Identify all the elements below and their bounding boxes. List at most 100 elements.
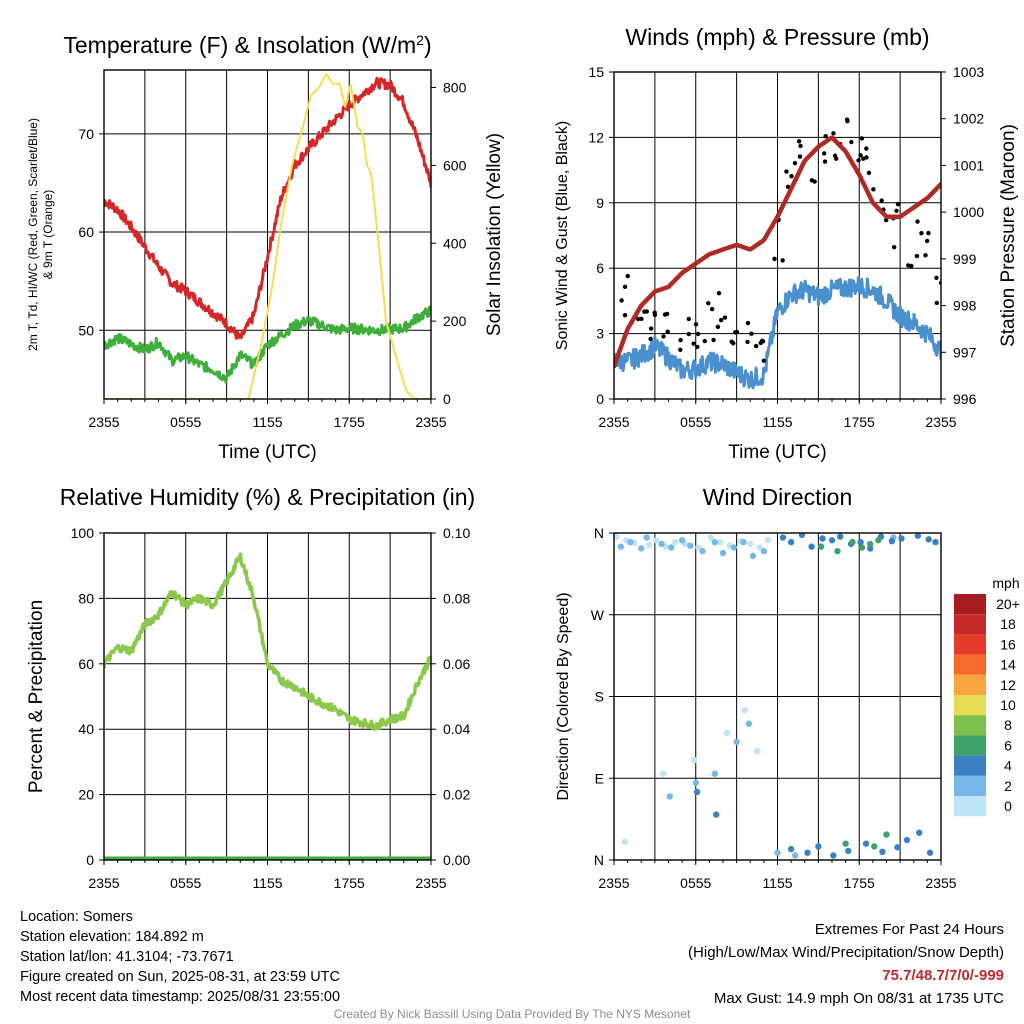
wind-gust-point: [792, 161, 798, 166]
wind-direction-point: [858, 544, 866, 551]
x-tick-label: 2355: [415, 414, 446, 430]
y2-tick-label: 1000: [953, 204, 984, 220]
station-location: Location: Somers: [20, 909, 133, 925]
series-line: [104, 73, 431, 399]
wind-gust-point: [849, 139, 854, 145]
y2-tick-label: 0.00: [443, 852, 470, 868]
wind-gust-point: [879, 198, 884, 203]
wind-gust-point: [809, 178, 815, 183]
wind-direction-point: [894, 844, 901, 851]
y-tick-label: 3: [596, 326, 604, 342]
x-tick-label: 1755: [844, 875, 875, 891]
wind-direction-point: [787, 845, 795, 853]
legend-swatch: [954, 634, 986, 655]
wind-gust-point: [695, 344, 700, 350]
wind-gust-point: [678, 347, 683, 353]
wind-direction-point: [842, 840, 849, 847]
extremes-heading: Extremes For Past 24 Hours: [814, 921, 1004, 938]
wind-direction-point: [717, 538, 724, 546]
y-tick-label: 12: [588, 129, 604, 145]
legend-swatch: [954, 695, 986, 716]
y2-tick-label: 999: [953, 251, 977, 267]
station-latlon: Station lat/lon: 41.3104; -73.7671: [20, 949, 234, 965]
wind-gust-point: [693, 322, 699, 327]
series-layer: [605, 117, 941, 390]
wind-gust-point: [715, 324, 721, 330]
y-tick-label: E: [595, 770, 604, 786]
wind-gust-point: [686, 316, 691, 322]
x-tick-label: 0555: [680, 414, 711, 430]
wind-gust-point: [664, 311, 670, 317]
grid-lines: [104, 533, 431, 860]
wind-gust-point: [706, 300, 711, 306]
x-axis-label: Time (UTC): [218, 442, 317, 463]
x-tick-label: 2355: [598, 875, 629, 891]
series-layer: [614, 533, 939, 859]
wind-gust-point: [711, 337, 716, 343]
wind-gust-point: [691, 341, 696, 346]
wind-direction-point: [888, 537, 896, 545]
station-elevation: Station elevation: 184.892 m: [20, 929, 204, 945]
extremes-subheading: (High/Low/Max Wind/Precipitation/Snow De…: [688, 944, 1004, 961]
wind-gust-point: [832, 153, 838, 158]
wind-gust-point: [702, 338, 707, 344]
y-tick-label: 0: [86, 852, 94, 868]
wind-direction-point: [764, 537, 772, 544]
y2-tick-label: 0.06: [443, 656, 470, 672]
wind-gust-point: [895, 201, 901, 207]
wind-direction-point: [914, 533, 922, 539]
wind-direction-point: [687, 542, 694, 549]
wind-direction-point: [819, 535, 826, 542]
wind-direction-point: [621, 838, 629, 846]
wind-gust-point: [605, 275, 609, 279]
y-axis-label: 2m T, Td, HI/WC (Red, Green, Scarlet/Blu…: [26, 118, 55, 351]
y-tick-label: N: [594, 525, 604, 541]
legend-label: 4: [1004, 758, 1012, 774]
legend-label: 12: [1000, 677, 1016, 693]
y2-tick-label: 600: [443, 157, 467, 173]
station-info: Location: Somers Station elevation: 184.…: [20, 907, 340, 1007]
wind-gust-point: [934, 275, 939, 281]
wind-direction-point: [828, 537, 836, 544]
chart-panel-4: 2355 0555 1155 1755 2355 N E S W N Wind Direction D…: [555, 484, 957, 891]
wind-direction-point: [672, 538, 679, 546]
wind-gust-point: [772, 256, 777, 262]
legend-label: 14: [1000, 657, 1016, 673]
most-recent-timestamp: Most recent data timestamp: 2025/08/31 2…: [20, 989, 341, 1005]
wind-direction-point: [643, 534, 650, 541]
x-tick-label: 1155: [762, 875, 792, 891]
wind-direction-point: [614, 533, 620, 540]
wind-direction-point: [740, 538, 747, 546]
wind-direction-point: [691, 756, 698, 764]
wind-gust-point: [823, 133, 828, 139]
wind-gust-point: [789, 174, 794, 179]
series-line: [104, 552, 431, 731]
wind-direction-point: [760, 547, 768, 555]
y2-tick-label: 1002: [953, 111, 984, 127]
y-tick-label: 20: [78, 787, 94, 803]
wind-direction-point: [719, 549, 727, 557]
title-part: ): [424, 32, 432, 58]
wind-gust-point: [894, 208, 899, 214]
y2-axis-label: Solar Insolation (Yellow): [484, 133, 505, 336]
x-tick-label: 2355: [88, 414, 119, 430]
legend-label: 16: [1000, 636, 1016, 652]
extremes-panel: Extremes For Past 24 Hours (High/Low/Max…: [688, 918, 1004, 1010]
wind-direction-point: [879, 848, 886, 856]
wind-direction-point: [866, 545, 874, 552]
wind-gust-point: [625, 273, 630, 279]
legend-swatch: [954, 735, 986, 756]
wind-direction-point: [711, 538, 719, 546]
y-axis-label: Sonic Wind & Gust (Blue, Black): [554, 121, 571, 350]
wind-direction-point: [817, 543, 825, 550]
wind-gust-point: [652, 312, 658, 318]
legend-label: 10: [1000, 697, 1016, 713]
wind-direction-point: [926, 849, 934, 856]
x-tick-label: 1755: [334, 875, 365, 891]
wind-direction-point: [695, 544, 702, 551]
wind-gust-point: [731, 341, 736, 346]
y-tick-label: 15: [588, 64, 604, 80]
y-tick-label: 40: [78, 721, 94, 737]
wind-gust-point: [915, 219, 920, 224]
wind-direction-point: [745, 720, 753, 727]
